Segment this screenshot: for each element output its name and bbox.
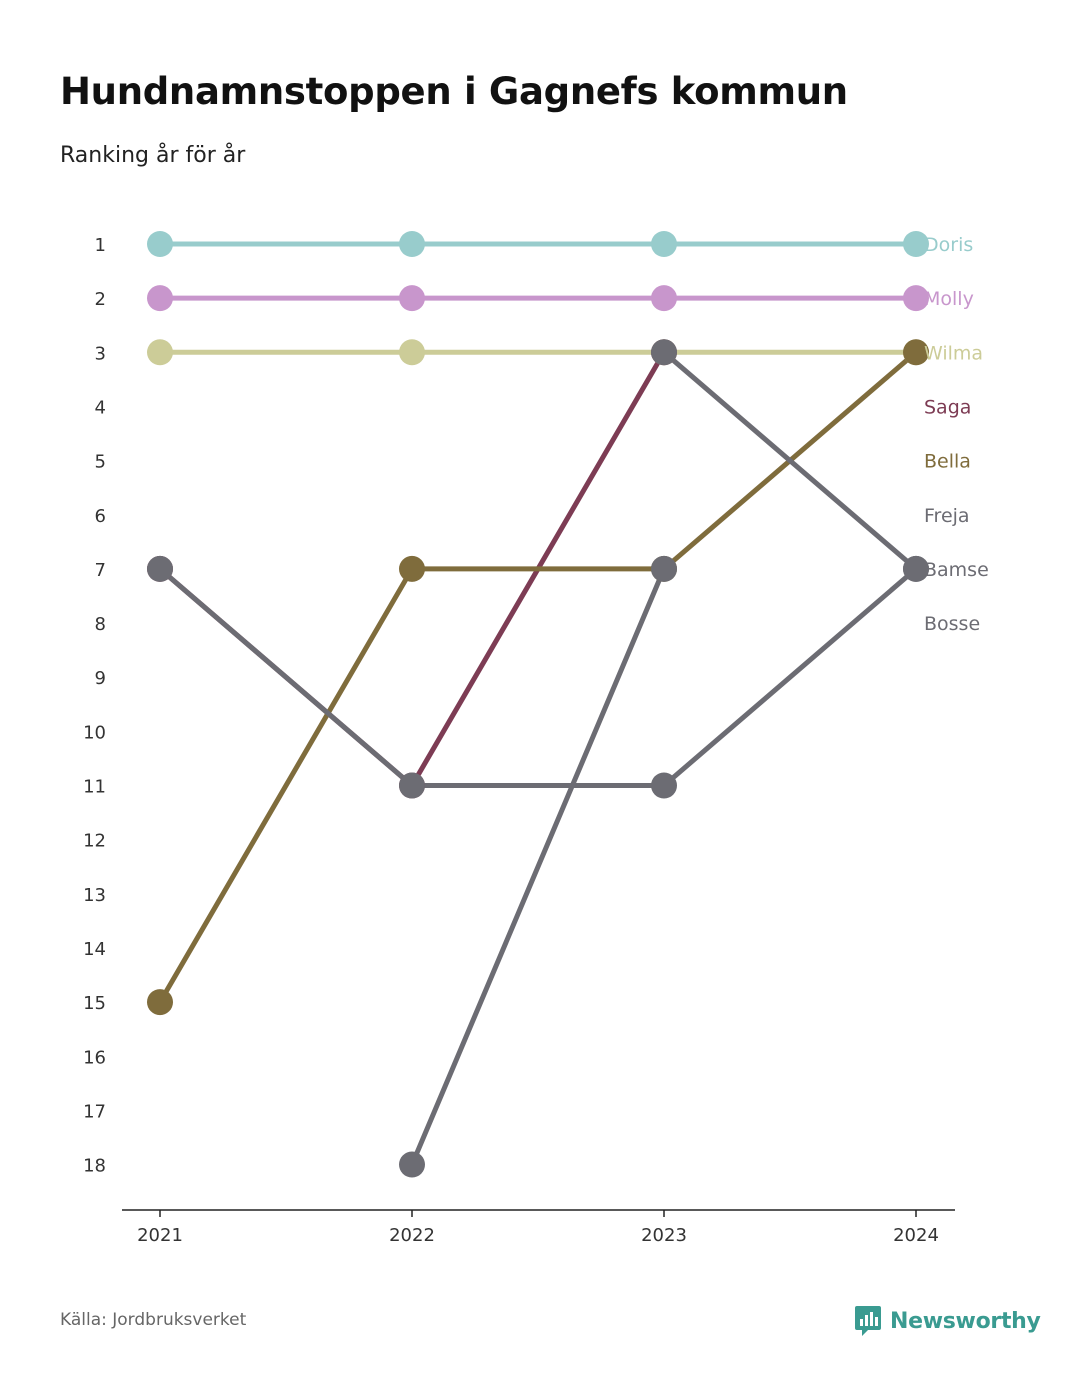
y-tick-label: 1 <box>95 235 106 256</box>
end-label-molly: Molly <box>924 288 974 310</box>
data-point-molly <box>903 285 929 312</box>
series-line-bamse <box>157 566 415 788</box>
data-point-doris <box>399 231 425 257</box>
brand-logo: Newsworthy <box>854 1304 1041 1338</box>
x-tick-label: 2021 <box>137 1225 183 1246</box>
series-points <box>147 231 929 1178</box>
y-tick-label: 4 <box>95 397 106 418</box>
data-point-molly <box>651 285 677 312</box>
series-line-bosse <box>661 349 919 572</box>
y-tick-label: 14 <box>83 939 106 960</box>
y-tick-label: 12 <box>83 831 106 852</box>
end-label-saga: Saga <box>924 396 971 418</box>
end-label-wilma: Wilma <box>924 342 983 364</box>
data-point-doris <box>903 231 929 257</box>
x-tick-label: 2022 <box>389 1225 435 1246</box>
data-point-bella <box>399 555 425 582</box>
series-line-bella <box>157 566 415 1005</box>
data-point-wilma <box>399 339 425 366</box>
data-point-freja <box>399 1151 425 1178</box>
y-tick-label: 16 <box>83 1047 106 1068</box>
data-point-bamse <box>651 772 677 799</box>
y-tick-label: 13 <box>83 885 106 906</box>
chart-title: Hundnamnstoppen i Gagnefs kommun <box>60 70 848 113</box>
y-tick-label: 15 <box>83 993 106 1014</box>
data-point-bosse <box>903 555 929 582</box>
end-label-bella: Bella <box>924 451 971 473</box>
y-tick-label: 9 <box>95 668 106 689</box>
chart-subtitle: Ranking år för år <box>60 143 246 168</box>
data-point-bamse <box>147 555 173 582</box>
x-axis-ticks: 2021 2022 2023 2024 <box>137 1210 939 1246</box>
data-point-bella <box>147 989 173 1016</box>
y-tick-label: 6 <box>95 506 106 527</box>
series-line-bamse <box>661 566 919 788</box>
end-labels: Doris Molly Wilma Saga Bella Freja Bamse Bosse <box>924 234 989 635</box>
y-tick-label: 2 <box>95 289 106 310</box>
end-label-bosse: Bosse <box>924 613 980 635</box>
y-tick-label: 11 <box>83 777 106 798</box>
end-label-doris: Doris <box>924 234 973 256</box>
series-line-freja <box>409 566 667 1168</box>
y-tick-label: 8 <box>95 614 106 635</box>
y-tick-label: 17 <box>83 1101 106 1122</box>
data-point-doris <box>651 231 677 257</box>
y-tick-label: 5 <box>95 452 106 473</box>
source-note: Källa: Jordbruksverket <box>60 1310 247 1330</box>
data-point-molly <box>399 285 425 312</box>
data-point-molly <box>147 285 173 312</box>
y-tick-label: 3 <box>95 343 106 364</box>
y-tick-label: 7 <box>95 560 106 581</box>
data-point-bamse <box>399 772 425 799</box>
series-lines <box>157 241 919 1168</box>
data-point-wilma <box>147 339 173 366</box>
data-point-bella <box>903 339 929 366</box>
x-tick-label: 2023 <box>641 1225 687 1246</box>
newsworthy-logo-icon <box>855 1306 881 1336</box>
y-tick-label: 10 <box>83 722 106 743</box>
brand-name: Newsworthy <box>890 1308 1041 1334</box>
data-point-bosse <box>651 339 677 366</box>
data-point-doris <box>147 231 173 257</box>
data-point-freja <box>651 555 677 582</box>
x-tick-label: 2024 <box>893 1225 939 1246</box>
end-label-bamse: Bamse <box>924 559 989 581</box>
y-tick-label: 18 <box>83 1156 106 1177</box>
end-label-freja: Freja <box>924 505 970 527</box>
